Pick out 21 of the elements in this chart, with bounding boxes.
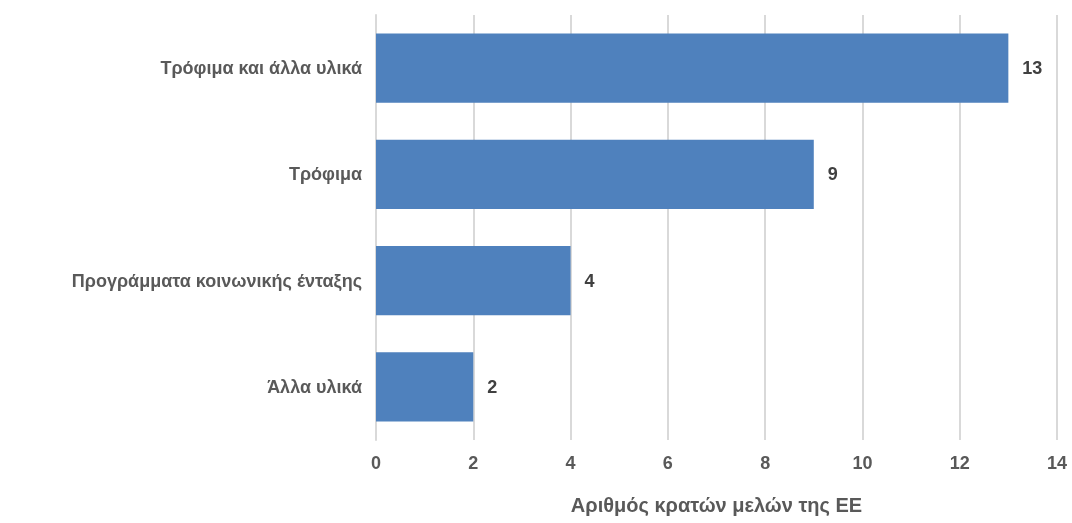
x-tick-label: 6: [662, 453, 673, 473]
x-tick-label: 0: [370, 453, 382, 473]
bar: [376, 139, 814, 209]
x-tick-label: 12: [949, 453, 970, 473]
data-label: 2: [487, 376, 498, 397]
y-tick-label: Άλλα υλικά: [267, 376, 362, 397]
y-tick-label: Προγράμματα κοινωνικής ένταξης: [71, 270, 362, 292]
data-label: 4: [584, 270, 595, 291]
x-tick-label: 4: [565, 453, 576, 473]
bar: [376, 33, 1009, 103]
data-label: 9: [827, 164, 838, 185]
x-tick-label: 10: [852, 453, 873, 473]
y-tick-label: Τρόφιμα και άλλα υλικά: [160, 58, 362, 79]
data-label: 13: [1022, 58, 1043, 79]
bar: [376, 246, 571, 316]
x-tick-label: 8: [760, 453, 771, 473]
x-tick-label: 14: [1046, 453, 1068, 473]
x-axis-title: Αριθμός κρατών μελών της ΕΕ: [570, 494, 863, 516]
bar: [376, 352, 474, 422]
x-tick-label: 2: [468, 453, 479, 473]
y-tick-label: Τρόφιμα: [288, 164, 362, 185]
